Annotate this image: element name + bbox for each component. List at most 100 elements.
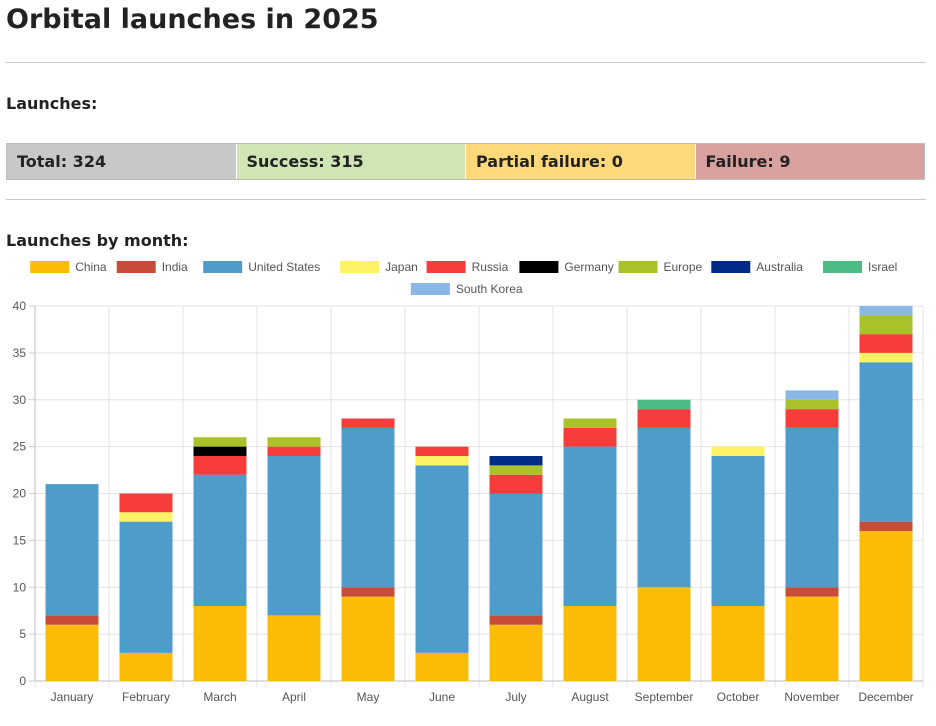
x-tick-label: November: [784, 690, 839, 704]
legend-label-united-states: United States: [248, 260, 320, 274]
legend-swatch-india: [116, 261, 156, 273]
bar-november-china: [785, 596, 839, 681]
legend-label-japan: Japan: [385, 260, 418, 274]
stat-partial-failure: Partial failure: 0: [466, 144, 696, 179]
bar-september-russia: [637, 409, 691, 428]
y-tick-label: 10: [13, 580, 27, 594]
y-tick-label: 35: [13, 346, 27, 360]
legend-swatch-australia: [711, 261, 751, 273]
bar-february-russia: [119, 493, 173, 513]
bar-december-china: [859, 531, 913, 681]
y-tick-label: 30: [13, 393, 27, 407]
bar-march-china: [193, 606, 247, 681]
legend-swatch-germany: [519, 261, 559, 273]
legend-swatch-south-korea: [410, 283, 450, 295]
bar-february-united-states: [119, 521, 173, 653]
bar-august-china: [563, 606, 617, 681]
bar-april-russia: [267, 446, 321, 456]
bar-november-united-states: [785, 427, 839, 588]
x-tick-label: July: [505, 690, 526, 704]
legend-label-germany: Germany: [564, 260, 613, 274]
bar-july-russia: [489, 474, 543, 494]
stat-total: Total: 324: [7, 144, 237, 179]
stat-success: Success: 315: [236, 144, 466, 179]
bar-november-russia: [785, 409, 839, 428]
x-tick-label: September: [635, 690, 694, 704]
legend-label-south-korea: South Korea: [456, 282, 523, 296]
bar-june-japan: [415, 456, 469, 466]
legend-label-israel: Israel: [868, 260, 897, 274]
divider: [6, 62, 926, 63]
bar-june-russia: [415, 446, 469, 456]
stat-failure: Failure: 9: [695, 144, 924, 179]
bar-february-japan: [119, 512, 173, 522]
bar-october-japan: [711, 446, 765, 456]
y-tick-label: 20: [13, 487, 27, 501]
bar-november-india: [785, 587, 839, 597]
bar-july-united-states: [489, 493, 543, 616]
legend-swatch-europe: [618, 261, 658, 273]
launches-heading: Launches:: [6, 94, 98, 113]
bar-march-russia: [193, 456, 247, 475]
x-tick-label: June: [429, 690, 455, 704]
x-tick-label: February: [122, 690, 170, 704]
y-tick-label: 0: [19, 674, 26, 688]
bar-august-russia: [563, 427, 617, 447]
legend-swatch-united-states: [203, 261, 243, 273]
bar-july-europe: [489, 465, 543, 475]
bar-january-united-states: [45, 484, 99, 616]
bar-september-israel: [637, 399, 691, 410]
y-tick-label: 15: [13, 533, 27, 547]
bar-september-united-states: [637, 427, 691, 588]
bar-may-china: [341, 596, 395, 681]
by-month-heading: Launches by month:: [6, 231, 189, 250]
bar-september-china: [637, 587, 691, 681]
bar-december-united-states: [859, 362, 913, 522]
bar-december-japan: [859, 352, 913, 363]
bar-may-united-states: [341, 427, 395, 588]
x-tick-label: March: [203, 690, 236, 704]
y-tick-label: 40: [13, 299, 27, 313]
legend-label-australia: Australia: [756, 260, 803, 274]
launches-by-month-chart: China India United States Japan Russia German…: [13, 260, 924, 704]
bar-december-south-korea: [859, 306, 913, 316]
bar-december-russia: [859, 334, 913, 353]
bar-october-china: [711, 606, 765, 681]
bar-october-united-states: [711, 456, 765, 606]
x-tick-label: October: [717, 690, 760, 704]
bar-november-europe: [785, 399, 839, 410]
bar-may-russia: [341, 418, 395, 428]
bar-july-china: [489, 624, 543, 681]
bar-march-europe: [193, 437, 247, 447]
legend-swatch-japan: [340, 261, 380, 273]
bar-april-china: [267, 615, 321, 681]
bar-january-india: [45, 615, 99, 625]
x-tick-label: January: [51, 690, 94, 704]
legend-swatch-israel: [823, 261, 862, 273]
bar-march-germany: [193, 446, 247, 456]
bar-july-australia: [489, 456, 543, 466]
legend-swatch-china: [30, 261, 70, 273]
bar-april-europe: [267, 437, 321, 447]
bar-july-india: [489, 615, 543, 625]
bar-june-united-states: [415, 465, 469, 653]
x-tick-label: May: [357, 690, 380, 704]
legend-label-china: China: [75, 260, 107, 274]
bar-january-china: [45, 624, 99, 681]
launch-stats-bar: Total: 324 Success: 315 Partial failure:…: [6, 143, 925, 180]
bar-february-china: [119, 652, 173, 681]
bar-march-united-states: [193, 474, 247, 606]
legend-label-russia: Russia: [472, 260, 509, 274]
bar-august-europe: [563, 418, 617, 428]
legend-label-india: India: [162, 260, 188, 274]
y-tick-label: 25: [13, 440, 27, 454]
bar-december-europe: [859, 315, 913, 335]
x-tick-label: December: [858, 690, 913, 704]
legend-label-europe: Europe: [664, 260, 703, 274]
divider: [6, 199, 926, 200]
bar-december-india: [859, 521, 913, 531]
y-tick-label: 5: [19, 627, 26, 641]
legend-swatch-russia: [426, 261, 466, 273]
x-tick-label: April: [282, 690, 306, 704]
x-tick-label: August: [571, 690, 609, 704]
